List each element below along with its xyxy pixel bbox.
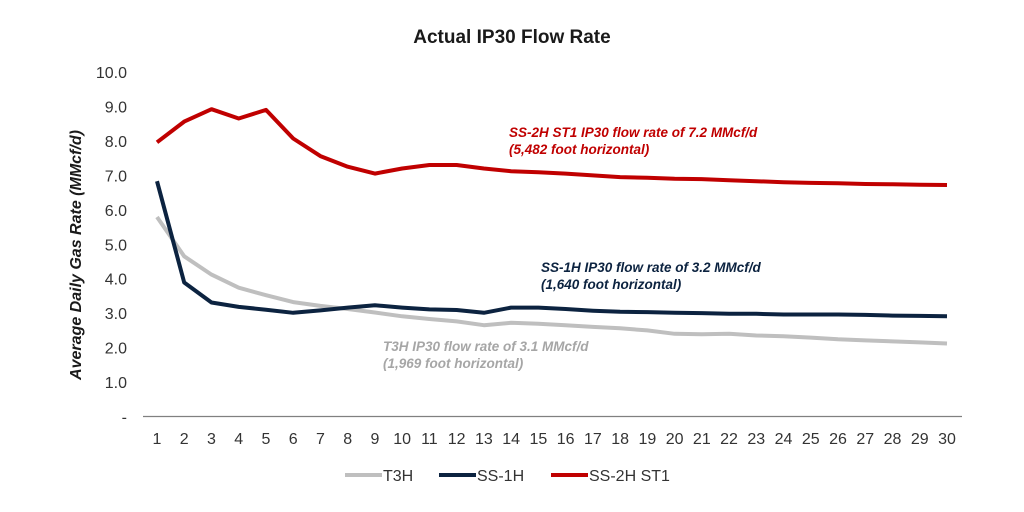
annotation-ss-2h-st1: SS-2H ST1 IP30 flow rate of 7.2 MMcf/d (… [509, 125, 758, 157]
x-tick-label: 15 [529, 431, 547, 448]
legend-item-t3h[interactable]: T3H [345, 468, 413, 485]
series-lines [155, 107, 948, 346]
x-tick-label: 22 [720, 431, 738, 448]
y-tick-label: 6.0 [105, 203, 127, 220]
y-tick-label: 3.0 [105, 306, 127, 323]
x-tick-label: 21 [693, 431, 711, 448]
x-tick-label: 8 [343, 431, 352, 448]
x-tick-label: 4 [234, 431, 243, 448]
annotation-ss-1h-line1: SS-1H IP30 flow rate of 3.2 MMcf/d [541, 260, 762, 275]
y-tick-label: 1.0 [105, 375, 127, 392]
y-tick-label: 2.0 [105, 341, 127, 358]
x-tick-label: 14 [502, 431, 520, 448]
y-tick-label: - [122, 410, 127, 427]
annotation-ss-2h-st1-line2: (5,482 foot horizontal) [509, 142, 650, 157]
x-tick-label: 26 [829, 431, 847, 448]
y-tick-label: 4.0 [105, 272, 127, 289]
x-tick-label: 7 [316, 431, 325, 448]
x-tick-labels: 1 2 3 4 5 6 7 8 9 10 11 12 13 14 15 16 17 18 19 20 21 22 23 24 2… [153, 431, 956, 448]
x-tick-label: 9 [370, 431, 379, 448]
x-tick-label: 24 [775, 431, 793, 448]
annotation-ss-1h: SS-1H IP30 flow rate of 3.2 MMcf/d (1,64… [541, 260, 762, 292]
x-tick-label: 27 [856, 431, 874, 448]
x-tick-label: 11 [421, 431, 438, 448]
x-tick-label: 30 [938, 431, 956, 448]
x-tick-label: 12 [448, 431, 466, 448]
annotation-t3h-line2: (1,969 foot horizontal) [383, 356, 524, 371]
legend-item-ss-2h-st1[interactable]: SS-2H ST1 [551, 468, 670, 485]
chart-title: Actual IP30 Flow Rate [413, 27, 610, 48]
x-tick-label: 19 [638, 431, 656, 448]
y-tick-label: 10.0 [96, 65, 127, 82]
annotation-t3h: T3H IP30 flow rate of 3.1 MMcf/d (1,969 … [383, 339, 589, 371]
series-line-t3h [155, 215, 948, 346]
y-tick-label: 7.0 [105, 168, 127, 185]
y-tick-label: 5.0 [105, 237, 127, 254]
annotation-t3h-line1: T3H IP30 flow rate of 3.1 MMcf/d [383, 339, 589, 354]
annotation-ss-1h-line2: (1,640 foot horizontal) [541, 277, 682, 292]
x-tick-label: 2 [180, 431, 189, 448]
x-tick-label: 5 [262, 431, 271, 448]
x-tick-label: 18 [611, 431, 629, 448]
x-tick-label: 10 [393, 431, 411, 448]
x-tick-label: 16 [557, 431, 575, 448]
x-tick-label: 29 [911, 431, 929, 448]
legend-item-ss-1h[interactable]: SS-1H [439, 468, 524, 485]
y-axis-label: Average Daily Gas Rate (MMcf/d) [68, 130, 85, 381]
series-line-ss-2h-st1 [155, 107, 948, 187]
x-tick-label: 17 [584, 431, 602, 448]
y-tick-label: 9.0 [105, 99, 127, 116]
x-tick-label: 3 [207, 431, 216, 448]
x-tick-label: 1 [153, 431, 162, 448]
x-tick-label: 13 [475, 431, 493, 448]
x-tick-label: 23 [747, 431, 765, 448]
legend: T3H SS-1H SS-2H ST1 [345, 468, 670, 485]
x-tick-label: 6 [289, 431, 298, 448]
y-tick-labels: - 1.0 2.0 3.0 4.0 5.0 6.0 7.0 8.0 9.0 10.0 [96, 65, 127, 427]
x-tick-label: 25 [802, 431, 820, 448]
legend-label-ss-2h-st1: SS-2H ST1 [589, 468, 670, 485]
annotation-ss-2h-st1-line1: SS-2H ST1 IP30 flow rate of 7.2 MMcf/d [509, 125, 758, 140]
series-line-ss-1h [155, 180, 948, 319]
legend-label-t3h: T3H [383, 468, 413, 485]
legend-label-ss-1h: SS-1H [477, 468, 524, 485]
x-tick-label: 20 [666, 431, 684, 448]
x-tick-label: 28 [884, 431, 902, 448]
y-tick-label: 8.0 [105, 134, 127, 151]
